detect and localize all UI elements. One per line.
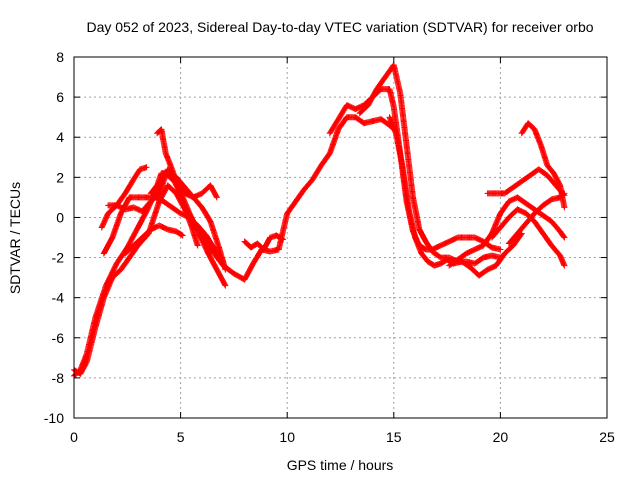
data-point [560,191,567,198]
data-point [561,234,568,241]
data-point [561,190,568,197]
data-point [221,281,228,288]
data-point [194,242,201,249]
x-tick-label: 0 [70,429,78,445]
x-tick-label: 25 [599,429,615,445]
trace-13 [446,194,568,269]
grid [74,57,607,418]
data-point [561,262,568,269]
y-tick-label: 8 [56,49,64,65]
data-point [279,236,286,243]
trace-4 [98,164,150,231]
x-tick-label: 5 [177,429,185,445]
y-tick-label: -6 [52,330,65,346]
trace-10 [326,86,504,253]
trace-9 [241,232,286,253]
chart-title: Day 052 of 2023, Sidereal Day-to-day VTE… [86,19,593,35]
trace-8 [154,126,201,249]
trace-17 [505,190,568,247]
y-tick-label: -8 [52,370,65,386]
data-point [143,164,150,171]
x-tick-label: 10 [279,429,295,445]
data-marks [71,62,568,379]
y-tick-label: -4 [52,290,65,306]
data-point [213,194,220,201]
x-axis-label: GPS time / hours [287,457,394,473]
axis-ticks: 0 5 10 15 20 25 -10 -8 -6 -4 -2 0 2 4 6 8 [44,49,615,445]
data-point [179,232,186,239]
y-tick-label: 0 [56,209,64,225]
y-tick-label: -2 [52,250,65,266]
y-tick-label: 6 [56,89,64,105]
trace-12 [386,114,525,279]
data-point [279,235,285,242]
y-tick-label: 2 [56,169,64,185]
y-axis-label: SDTVAR / TECUs [7,182,23,294]
trace-7 [122,222,186,257]
data-point [178,231,185,238]
data-point [561,204,568,211]
data-point [222,266,229,273]
data-point [497,246,504,253]
y-tick-label: -10 [44,410,64,426]
plot-frame [73,56,608,419]
data-point [560,233,567,240]
x-tick-label: 20 [493,429,509,445]
data-point [222,282,229,289]
y-tick-label: 4 [56,129,64,145]
x-tick-label: 15 [386,429,402,445]
